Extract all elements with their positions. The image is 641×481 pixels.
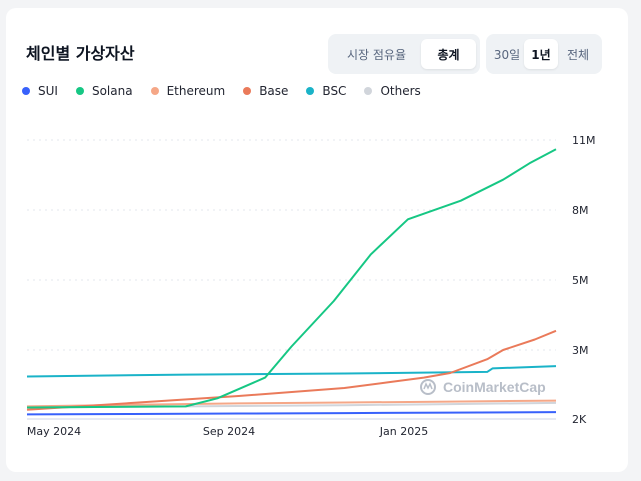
coinmarketcap-logo-icon (420, 379, 436, 395)
y-tick-label: 8M (572, 204, 589, 217)
watermark-text: CoinMarketCap (443, 379, 546, 395)
range-toggle: 30일 1년 전체 (486, 34, 602, 74)
range-all-button[interactable]: 전체 (566, 47, 590, 62)
legend-dot (364, 87, 373, 95)
y-axis-ticks: 11M 8M 5M 3M 2K (572, 134, 596, 426)
legend-dot (306, 87, 315, 95)
chart-legend: SUI Solana Ethereum Base BSC Others (22, 84, 439, 98)
x-tick-label: Sep 2024 (203, 425, 255, 438)
page-title: 체인별 가상자산 (26, 44, 135, 63)
legend-dot (243, 87, 252, 95)
range-1y-button[interactable]: 1년 (524, 39, 558, 69)
legend-item-others[interactable]: Others (364, 84, 421, 98)
legend-item-base[interactable]: Base (243, 84, 288, 98)
legend-dot (22, 87, 30, 95)
series-line-sui (26, 411, 557, 416)
y-tick-label: 3M (572, 344, 589, 357)
chart-card: 체인별 가상자산 시장 점유율 총계 30일 1년 전체 SUI Solana … (6, 8, 628, 472)
series-line-ethereum (26, 399, 557, 408)
legend-label: Others (380, 84, 421, 98)
series-line-bsc (26, 365, 557, 378)
view-toggle: 시장 점유율 총계 (328, 34, 480, 74)
watermark: CoinMarketCap (420, 379, 546, 395)
tab-market-share[interactable]: 시장 점유율 (346, 47, 406, 62)
x-tick-label: May 2024 (27, 425, 81, 438)
x-axis-ticks: May 2024 Sep 2024 Jan 2025 (27, 425, 428, 438)
legend-item-sui[interactable]: SUI (22, 84, 58, 98)
y-tick-label: 2K (572, 413, 587, 426)
y-tick-label: 5M (572, 274, 589, 287)
legend-label: SUI (38, 84, 58, 98)
legend-item-solana[interactable]: Solana (75, 84, 133, 98)
legend-item-bsc[interactable]: BSC (306, 84, 346, 98)
legend-label: BSC (322, 84, 347, 98)
series-line-base (26, 329, 557, 411)
legend-item-ethereum[interactable]: Ethereum (150, 84, 226, 98)
series-line-solana (26, 148, 557, 409)
range-30d-button[interactable]: 30일 (493, 47, 521, 62)
tab-total[interactable]: 총계 (421, 39, 476, 69)
legend-label: Ethereum (166, 84, 226, 98)
legend-label: Base (259, 84, 289, 98)
legend-label: Solana (91, 84, 133, 98)
chart-grid (27, 139, 556, 420)
y-tick-label: 11M (572, 134, 596, 147)
legend-dot (75, 87, 84, 95)
x-tick-label: Jan 2025 (379, 425, 428, 438)
chart-series (26, 148, 557, 416)
legend-dot (150, 87, 159, 95)
